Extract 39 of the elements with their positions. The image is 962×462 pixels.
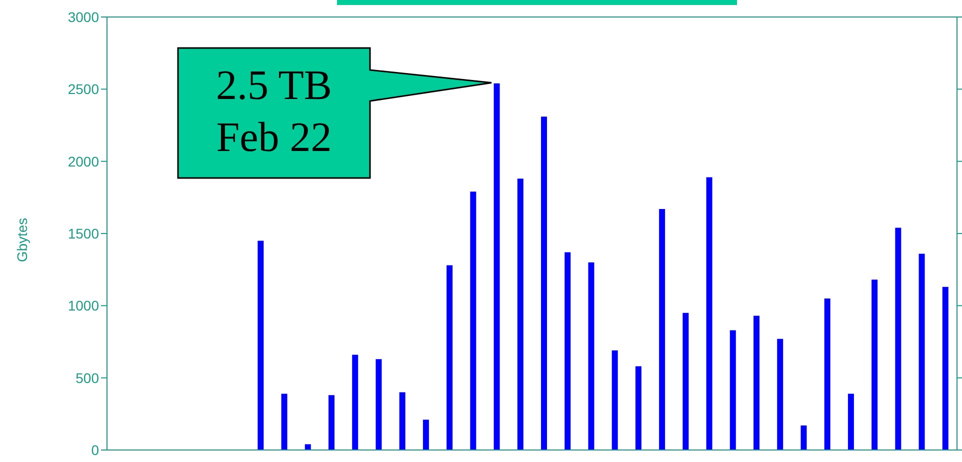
bar (872, 280, 878, 450)
y-tick-label: 1000 (68, 298, 100, 314)
bar (588, 262, 594, 450)
bar (800, 425, 807, 450)
bar (612, 350, 618, 450)
y-tick-label: 2000 (68, 153, 100, 170)
bar (470, 192, 476, 450)
y-tick-label: 1500 (68, 225, 100, 242)
annotation: 2.5 TB Feb 22 (215, 62, 333, 163)
bar (494, 83, 500, 450)
bar (659, 208, 666, 450)
bar (352, 354, 358, 450)
bar (824, 298, 830, 450)
bar (328, 395, 334, 450)
y-tick-label: 2500 (68, 81, 100, 98)
bar (635, 366, 642, 450)
bar (730, 330, 736, 450)
bar (848, 394, 854, 450)
bar (376, 359, 382, 450)
bar (446, 265, 453, 450)
y-tick-label: 0 (91, 442, 100, 458)
bar (895, 228, 902, 450)
bar (258, 240, 264, 450)
y-tick-label: 3000 (68, 8, 100, 25)
bar (304, 444, 311, 450)
bar (706, 177, 712, 450)
bar (564, 252, 571, 450)
bar (399, 392, 406, 450)
y-axis-title: Gbytes (14, 218, 30, 262)
bar (281, 394, 288, 450)
y-tick-label: 500 (76, 370, 100, 386)
bar (918, 254, 925, 450)
bar (517, 178, 524, 450)
bar (422, 420, 429, 450)
bar (754, 316, 760, 450)
bar (942, 286, 948, 450)
bar (541, 116, 547, 450)
bar (777, 338, 784, 450)
bar (682, 312, 689, 450)
